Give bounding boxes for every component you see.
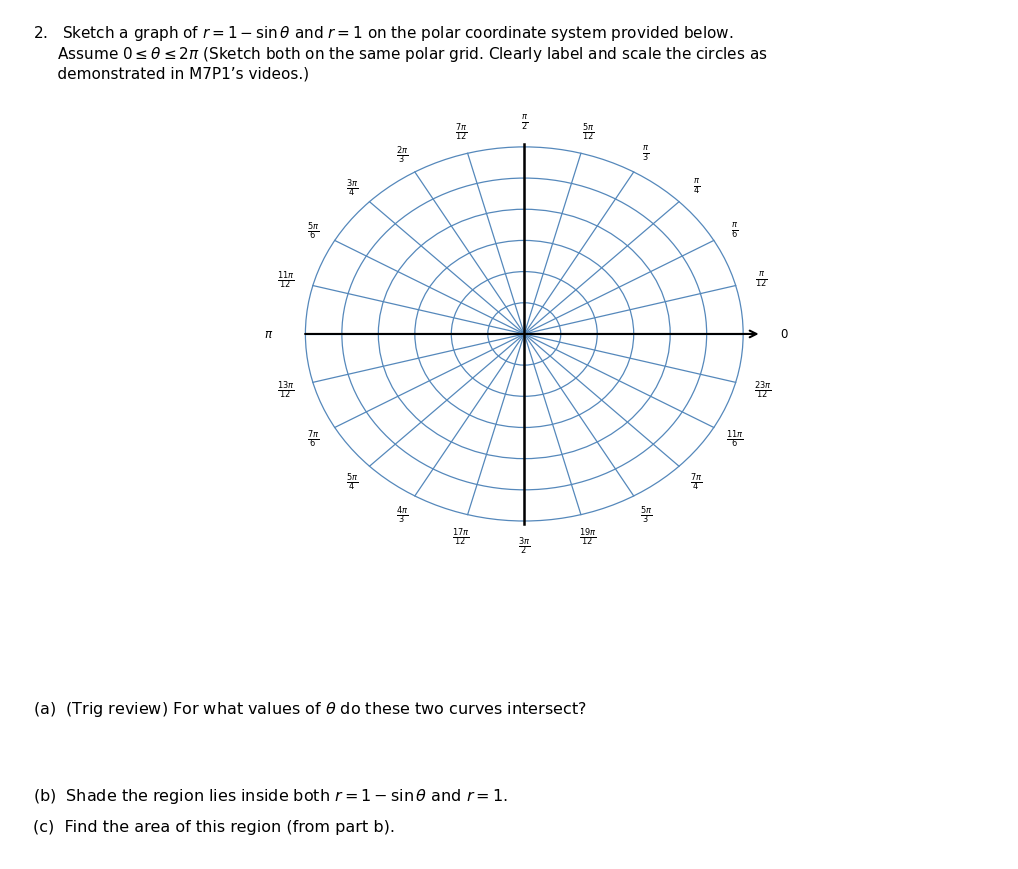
Text: $\frac{\pi}{4}$: $\frac{\pi}{4}$ — [692, 178, 700, 197]
Text: $\frac{\pi}{3}$: $\frac{\pi}{3}$ — [642, 145, 649, 164]
Text: (b)  Shade the region lies inside both $r = 1 - \sin\theta$ and $r = 1$.: (b) Shade the region lies inside both $r… — [33, 786, 507, 806]
Text: $\frac{11\pi}{6}$: $\frac{11\pi}{6}$ — [726, 428, 744, 449]
Text: $\frac{5\pi}{12}$: $\frac{5\pi}{12}$ — [581, 122, 593, 143]
Text: demonstrated in M7P1’s videos.): demonstrated in M7P1’s videos.) — [33, 66, 308, 81]
Text: $\frac{23\pi}{12}$: $\frac{23\pi}{12}$ — [754, 378, 772, 400]
Text: 2.   Sketch a graph of $r = 1 - \sin\theta$ and $r = 1$ on the polar coordinate : 2. Sketch a graph of $r = 1 - \sin\theta… — [33, 24, 733, 43]
Text: $\frac{\pi}{12}$: $\frac{\pi}{12}$ — [755, 271, 768, 290]
Text: $\frac{11\pi}{12}$: $\frac{11\pi}{12}$ — [277, 269, 294, 291]
Text: $\frac{5\pi}{4}$: $\frac{5\pi}{4}$ — [346, 471, 358, 492]
Text: $\frac{\pi}{2}$: $\frac{\pi}{2}$ — [520, 114, 528, 133]
Text: $\frac{3\pi}{4}$: $\frac{3\pi}{4}$ — [346, 177, 358, 198]
Text: $\frac{5\pi}{3}$: $\frac{5\pi}{3}$ — [639, 504, 653, 525]
Text: $\frac{19\pi}{12}$: $\frac{19\pi}{12}$ — [579, 526, 597, 547]
Text: $\frac{7\pi}{12}$: $\frac{7\pi}{12}$ — [455, 122, 467, 143]
Text: $\frac{2\pi}{3}$: $\frac{2\pi}{3}$ — [396, 144, 409, 165]
Text: $\frac{\pi}{6}$: $\frac{\pi}{6}$ — [731, 222, 739, 240]
Text: $\pi$: $\pi$ — [264, 328, 274, 341]
Text: $\frac{13\pi}{12}$: $\frac{13\pi}{12}$ — [277, 378, 294, 400]
Text: $0$: $0$ — [780, 328, 788, 341]
Text: $\frac{3\pi}{2}$: $\frac{3\pi}{2}$ — [518, 535, 530, 556]
Text: $\frac{4\pi}{3}$: $\frac{4\pi}{3}$ — [396, 504, 409, 525]
Text: (a)  (Trig review) For what values of $\theta$ do these two curves intersect?: (a) (Trig review) For what values of $\t… — [33, 700, 586, 719]
Text: Assume $0 \leq \theta \leq 2\pi$ (Sketch both on the same polar grid. Clearly la: Assume $0 \leq \theta \leq 2\pi$ (Sketch… — [33, 45, 768, 64]
Text: (c)  Find the area of this region (from part b).: (c) Find the area of this region (from p… — [33, 819, 395, 833]
Text: $\frac{7\pi}{6}$: $\frac{7\pi}{6}$ — [307, 428, 320, 449]
Text: $\frac{7\pi}{4}$: $\frac{7\pi}{4}$ — [690, 471, 702, 492]
Text: $\frac{17\pi}{12}$: $\frac{17\pi}{12}$ — [452, 526, 469, 547]
Text: $\frac{5\pi}{6}$: $\frac{5\pi}{6}$ — [307, 220, 320, 242]
